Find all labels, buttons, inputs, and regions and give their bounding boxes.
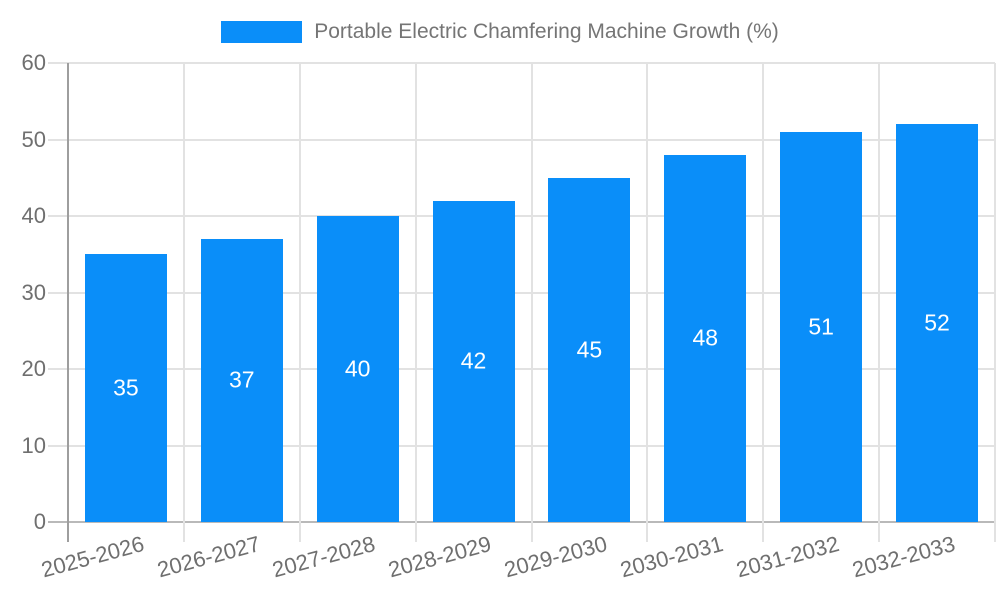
gridline-v-7 — [878, 63, 881, 542]
x-tick-label-2026-2027: 2026-2027 — [154, 531, 263, 583]
y-tick-label-0: 0 — [33, 509, 46, 534]
bar-2032-2033[interactable]: 52 — [896, 124, 979, 522]
bar-2026-2027[interactable]: 37 — [200, 238, 283, 522]
bar-2031-2032[interactable]: 51 — [780, 131, 863, 522]
x-tick-label-2032-2033: 2032-2033 — [849, 531, 958, 583]
legend-swatch — [221, 21, 303, 43]
y-tick-label-50: 50 — [21, 126, 46, 152]
y-tick-label-20: 20 — [21, 356, 46, 381]
x-tick-label-2029-2030: 2029-2030 — [501, 531, 610, 583]
x-tick-label-2028-2029: 2028-2029 — [385, 531, 495, 583]
gridline-v-4 — [530, 63, 533, 542]
gridline-h-60 — [48, 62, 995, 64]
bar-2025-2026[interactable]: 35 — [84, 254, 167, 522]
bar-value-label-2030-2031: 48 — [692, 324, 719, 351]
gridline-h-30 — [48, 291, 995, 294]
gridline-v-5 — [646, 63, 649, 542]
legend[interactable]: Portable Electric Chamfering Machine Gro… — [0, 18, 1000, 46]
gridline-h-10 — [48, 444, 995, 447]
gridline-h-40 — [48, 215, 995, 217]
gridline-h-20 — [48, 368, 995, 370]
bar-2027-2028[interactable]: 40 — [316, 216, 399, 522]
bar-value-label-2026-2027: 37 — [229, 366, 255, 393]
bar-value-label-2028-2029: 42 — [460, 347, 487, 374]
gridline-v-3 — [414, 63, 417, 542]
y-tick-label-30: 30 — [21, 279, 46, 305]
x-tick-label-2030-2031: 2030-2031 — [617, 531, 726, 583]
bar-value-label-2027-2028: 40 — [344, 355, 371, 382]
legend-label: Portable Electric Chamfering Machine Gro… — [314, 20, 779, 43]
gridline-v-8 — [994, 63, 996, 542]
x-axis-baseline — [48, 521, 995, 523]
x-tick-label-2027-2028: 2027-2028 — [270, 531, 379, 583]
y-tick-label-60: 60 — [21, 50, 46, 75]
gridline-v-6 — [762, 63, 765, 542]
bar-value-label-2031-2032: 51 — [808, 313, 834, 340]
gridline-v-1 — [182, 63, 185, 542]
bar-value-label-2029-2030: 45 — [576, 336, 603, 363]
y-axis-line — [67, 63, 69, 542]
x-tick-label-2025-2026: 2025-2026 — [38, 531, 147, 583]
y-tick-label-10: 10 — [21, 432, 46, 458]
bar-2028-2029[interactable]: 42 — [432, 200, 515, 522]
bar-value-label-2032-2033: 52 — [924, 309, 950, 336]
bar-2029-2030[interactable]: 45 — [548, 177, 631, 522]
y-tick-label-40: 40 — [21, 203, 46, 228]
bar-value-label-2025-2026: 35 — [113, 374, 139, 401]
gridline-h-50 — [48, 138, 995, 141]
x-tick-label-2031-2032: 2031-2032 — [733, 531, 842, 583]
gridline-v-2 — [298, 63, 301, 542]
bar-2030-2031[interactable]: 48 — [664, 154, 747, 522]
